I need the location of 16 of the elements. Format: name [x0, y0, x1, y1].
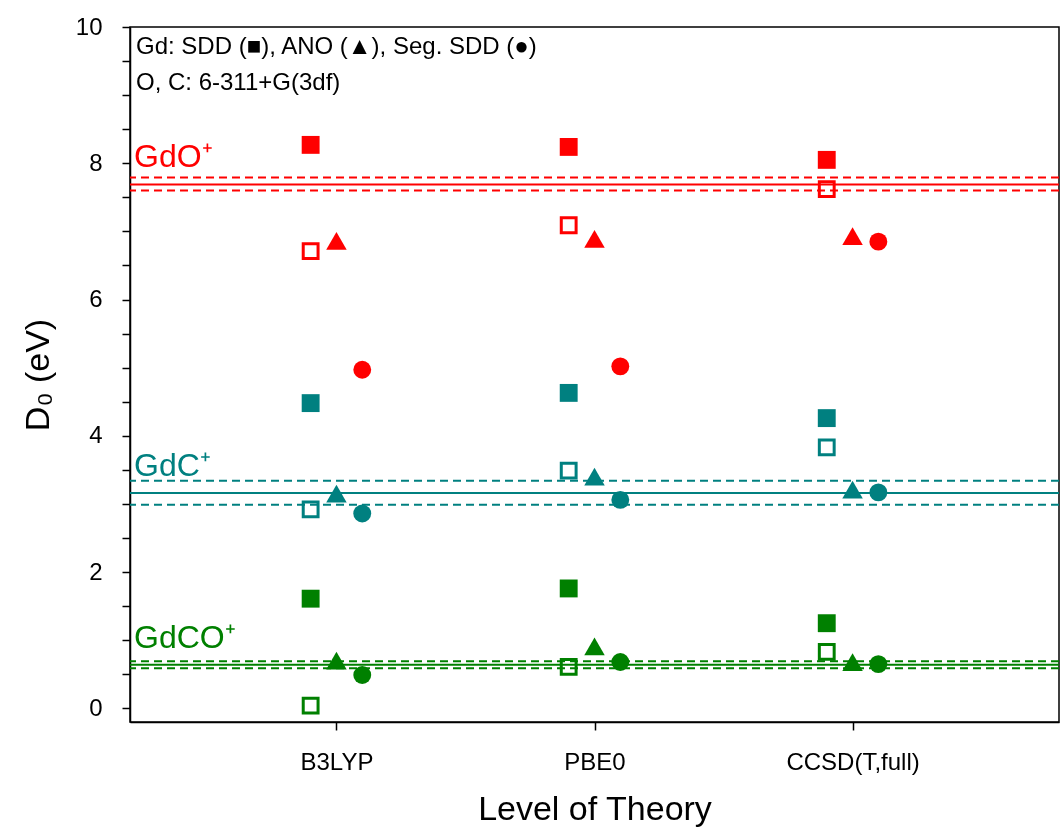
y-tick-label: 6	[89, 285, 103, 313]
ref-line-label: GdCO⁺	[134, 618, 236, 655]
y-axis-title: D₀ (eV)	[17, 318, 56, 432]
ref-line-label: GdO⁺	[134, 138, 213, 175]
y-tick-label: 8	[89, 148, 103, 176]
annotation: Gd: SDD (■), ANO (▲), Seg. SDD (●)	[136, 32, 537, 59]
x-axis-title: Level of Theory	[478, 788, 712, 827]
y-tick-label: 2	[89, 557, 103, 585]
x-tick-label: B3LYP	[300, 747, 374, 775]
y-tick-label: 0	[89, 693, 103, 721]
annotation: O, C: 6-311+G(3df)	[136, 68, 341, 95]
y-tick-label: 10	[75, 12, 103, 40]
ref-line-label: GdC⁺	[134, 447, 211, 484]
y-tick-label: 4	[89, 421, 103, 449]
x-tick-label: CCSD(T,full)	[786, 747, 920, 775]
x-tick-label: PBE0	[564, 747, 626, 775]
